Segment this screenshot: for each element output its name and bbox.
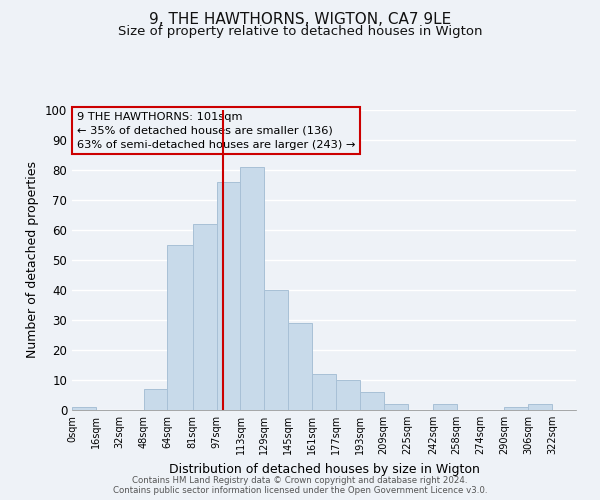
Bar [312,374,336,410]
Text: Contains HM Land Registry data © Crown copyright and database right 2024.: Contains HM Land Registry data © Crown c… [132,476,468,485]
Bar [360,392,383,410]
Bar [167,245,193,410]
Text: 9, THE HAWTHORNS, WIGTON, CA7 9LE: 9, THE HAWTHORNS, WIGTON, CA7 9LE [149,12,451,28]
Bar [143,389,167,410]
Bar [193,224,217,410]
Bar [336,380,360,410]
Text: Size of property relative to detached houses in Wigton: Size of property relative to detached ho… [118,25,482,38]
Bar [383,404,407,410]
Bar [265,290,288,410]
Bar [433,404,457,410]
Bar [217,182,241,410]
Bar [288,323,312,410]
Bar [505,407,528,410]
Bar [72,407,96,410]
X-axis label: Distribution of detached houses by size in Wigton: Distribution of detached houses by size … [169,462,479,475]
Y-axis label: Number of detached properties: Number of detached properties [26,162,40,358]
Text: Contains public sector information licensed under the Open Government Licence v3: Contains public sector information licen… [113,486,487,495]
Text: 9 THE HAWTHORNS: 101sqm
← 35% of detached houses are smaller (136)
63% of semi-d: 9 THE HAWTHORNS: 101sqm ← 35% of detache… [77,112,355,150]
Bar [528,404,552,410]
Bar [241,167,265,410]
